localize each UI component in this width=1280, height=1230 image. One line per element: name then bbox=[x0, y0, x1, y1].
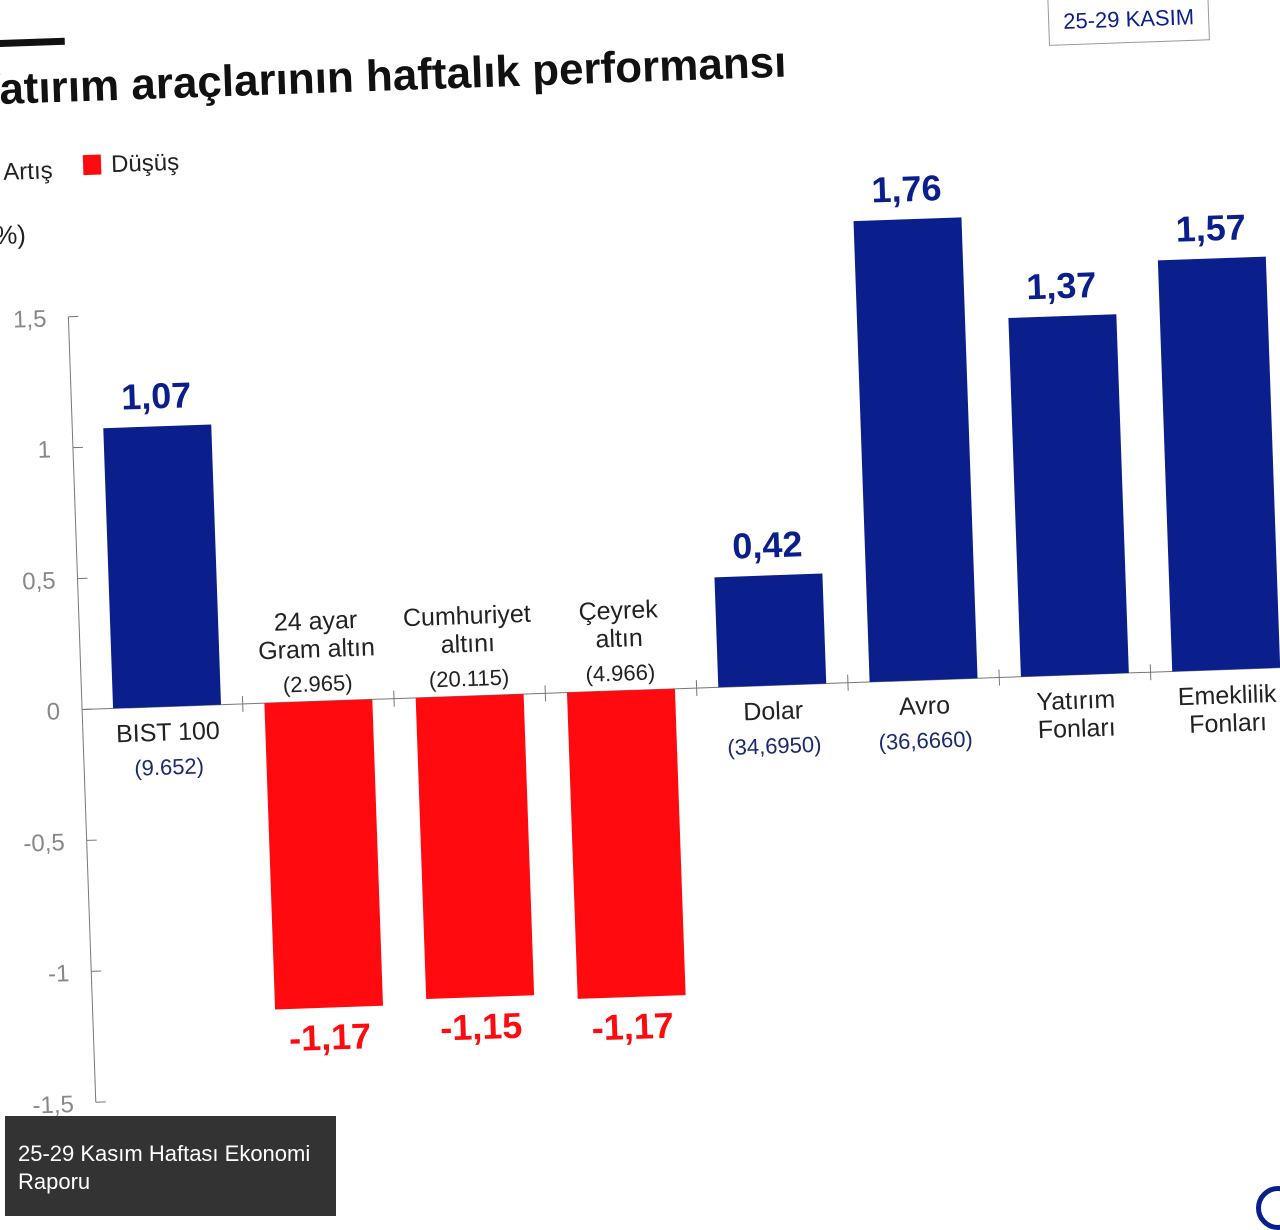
bar bbox=[854, 217, 978, 682]
x-tick bbox=[545, 685, 546, 701]
category-label: Dolar bbox=[743, 696, 804, 726]
category-sublabel: (20.115) bbox=[428, 665, 509, 693]
category-label: Çeyrek bbox=[578, 595, 659, 626]
category-label: 24 ayar bbox=[273, 606, 357, 637]
value-label: 1,07 bbox=[120, 374, 191, 417]
y-tick-label: 1,5 bbox=[13, 306, 47, 334]
y-tick-label: 1 bbox=[37, 436, 51, 463]
category-label: altın bbox=[595, 624, 643, 654]
date-badge-text: 25-29 KASIM bbox=[1063, 4, 1195, 34]
legend-label-artis: Artış bbox=[3, 157, 53, 186]
category-label: altını bbox=[440, 629, 495, 659]
x-tick bbox=[242, 696, 243, 712]
bar bbox=[1008, 314, 1128, 676]
y-tick-label: 0 bbox=[46, 698, 60, 725]
x-tick bbox=[848, 675, 849, 691]
category-label: Gram altın bbox=[258, 633, 376, 665]
category-label: Emeklilik bbox=[1177, 680, 1277, 711]
value-label: -1,17 bbox=[288, 1015, 371, 1059]
y-tick-label: 0,5 bbox=[22, 567, 56, 595]
category-sublabel: (4.966) bbox=[585, 659, 656, 686]
chart-title: Yatırım araçlarının haftalık performansı bbox=[0, 38, 787, 115]
legend-label-dusus: Düşüş bbox=[111, 149, 180, 178]
y-tick-label: -1 bbox=[47, 960, 69, 988]
category-sublabel: (9.652) bbox=[134, 753, 205, 780]
category-label: Fonları bbox=[1189, 708, 1268, 739]
value-label: 0,42 bbox=[732, 523, 803, 566]
value-label: 1,37 bbox=[1026, 264, 1097, 307]
category-sublabel: (2.965) bbox=[282, 670, 353, 697]
x-tick bbox=[1150, 664, 1151, 680]
bar bbox=[416, 694, 534, 999]
value-label: -1,15 bbox=[439, 1005, 522, 1049]
y-axis-label: (%) bbox=[0, 219, 26, 250]
value-label: 1,57 bbox=[1175, 206, 1246, 249]
bar bbox=[714, 574, 826, 688]
category-label: BIST 100 bbox=[116, 717, 221, 749]
category-label: Avro bbox=[899, 691, 951, 721]
category-label: Cumhuriyet bbox=[402, 600, 531, 632]
y-tick-label: -0,5 bbox=[23, 829, 65, 857]
x-tick bbox=[696, 680, 697, 696]
category-label: Yatırım bbox=[1036, 685, 1116, 716]
category-sublabel: (34,6950) bbox=[727, 732, 822, 760]
bar bbox=[567, 689, 686, 999]
bar bbox=[103, 424, 221, 708]
bar bbox=[1158, 257, 1280, 672]
x-tick bbox=[999, 669, 1000, 685]
legend-swatch-dusus bbox=[83, 155, 102, 176]
value-label: -1,17 bbox=[591, 1005, 674, 1049]
x-tick bbox=[394, 691, 395, 707]
bar bbox=[264, 699, 383, 1009]
category-label: Fonları bbox=[1037, 713, 1116, 744]
caption-overlay: 25-29 Kasım Haftası Ekonomi Raporu bbox=[5, 1116, 336, 1216]
title-accent-bar bbox=[0, 38, 65, 48]
value-label: 1,76 bbox=[871, 167, 942, 210]
category-sublabel: (36,6660) bbox=[878, 726, 973, 754]
